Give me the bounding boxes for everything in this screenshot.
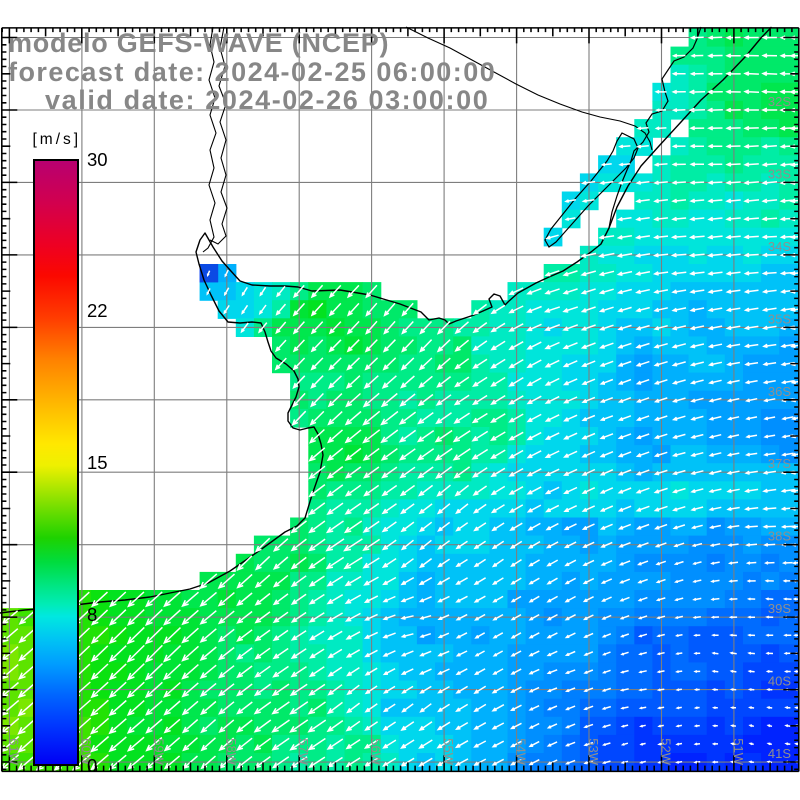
svg-text:58W: 58W — [224, 738, 239, 765]
svg-text:52W: 52W — [659, 738, 674, 765]
svg-text:38S: 38S — [768, 529, 791, 544]
svg-text:60W: 60W — [79, 738, 94, 765]
svg-text:41S: 41S — [768, 746, 791, 761]
svg-text:57W: 57W — [296, 738, 311, 765]
svg-text:53W: 53W — [586, 738, 601, 765]
svg-text:55W: 55W — [441, 738, 456, 765]
svg-text:32S: 32S — [768, 94, 791, 109]
svg-text:59W: 59W — [151, 738, 166, 765]
svg-text:51W: 51W — [731, 738, 746, 765]
svg-text:61W: 61W — [6, 738, 21, 765]
svg-text:34S: 34S — [768, 239, 791, 254]
svg-text:36S: 36S — [768, 384, 791, 399]
svg-text:40S: 40S — [768, 674, 791, 689]
svg-text:35S: 35S — [768, 311, 791, 326]
svg-text:37S: 37S — [768, 456, 791, 471]
svg-text:54W: 54W — [514, 738, 529, 765]
svg-text:56W: 56W — [369, 738, 384, 765]
svg-text:33S: 33S — [768, 166, 791, 181]
svg-text:39S: 39S — [768, 601, 791, 616]
